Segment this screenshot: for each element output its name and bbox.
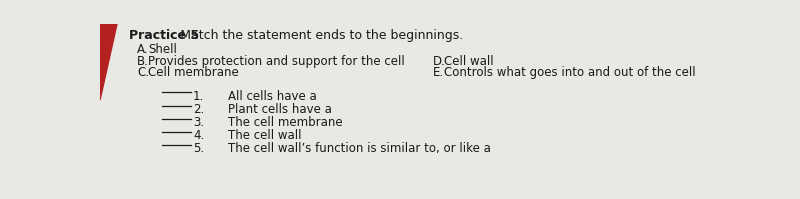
Text: Provides protection and support for the cell: Provides protection and support for the … [148, 55, 405, 68]
Text: The cell wall’s function is similar to, or like a: The cell wall’s function is similar to, … [228, 142, 490, 155]
Text: Controls what goes into and out of the cell: Controls what goes into and out of the c… [444, 66, 696, 79]
Text: 2.: 2. [193, 103, 204, 116]
Text: Shell: Shell [148, 43, 177, 56]
Text: E.: E. [434, 66, 444, 79]
Text: A.: A. [138, 43, 149, 56]
Text: Cell wall: Cell wall [444, 55, 494, 68]
Text: The cell membrane: The cell membrane [228, 116, 342, 129]
Text: D.: D. [434, 55, 446, 68]
Text: Plant cells have a: Plant cells have a [228, 103, 332, 116]
Text: 3.: 3. [193, 116, 204, 129]
Text: Cell membrane: Cell membrane [148, 66, 239, 79]
Text: 4.: 4. [193, 129, 204, 142]
Text: The cell wall: The cell wall [228, 129, 302, 142]
Text: Practice 5: Practice 5 [130, 29, 199, 42]
Text: All cells have a: All cells have a [228, 90, 317, 103]
Text: 1.: 1. [193, 90, 204, 103]
Text: C.: C. [138, 66, 149, 79]
Text: : Match the statement ends to the beginnings.: : Match the statement ends to the beginn… [172, 29, 463, 42]
Text: B.: B. [138, 55, 149, 68]
Text: 5.: 5. [193, 142, 204, 155]
Polygon shape [100, 24, 117, 100]
